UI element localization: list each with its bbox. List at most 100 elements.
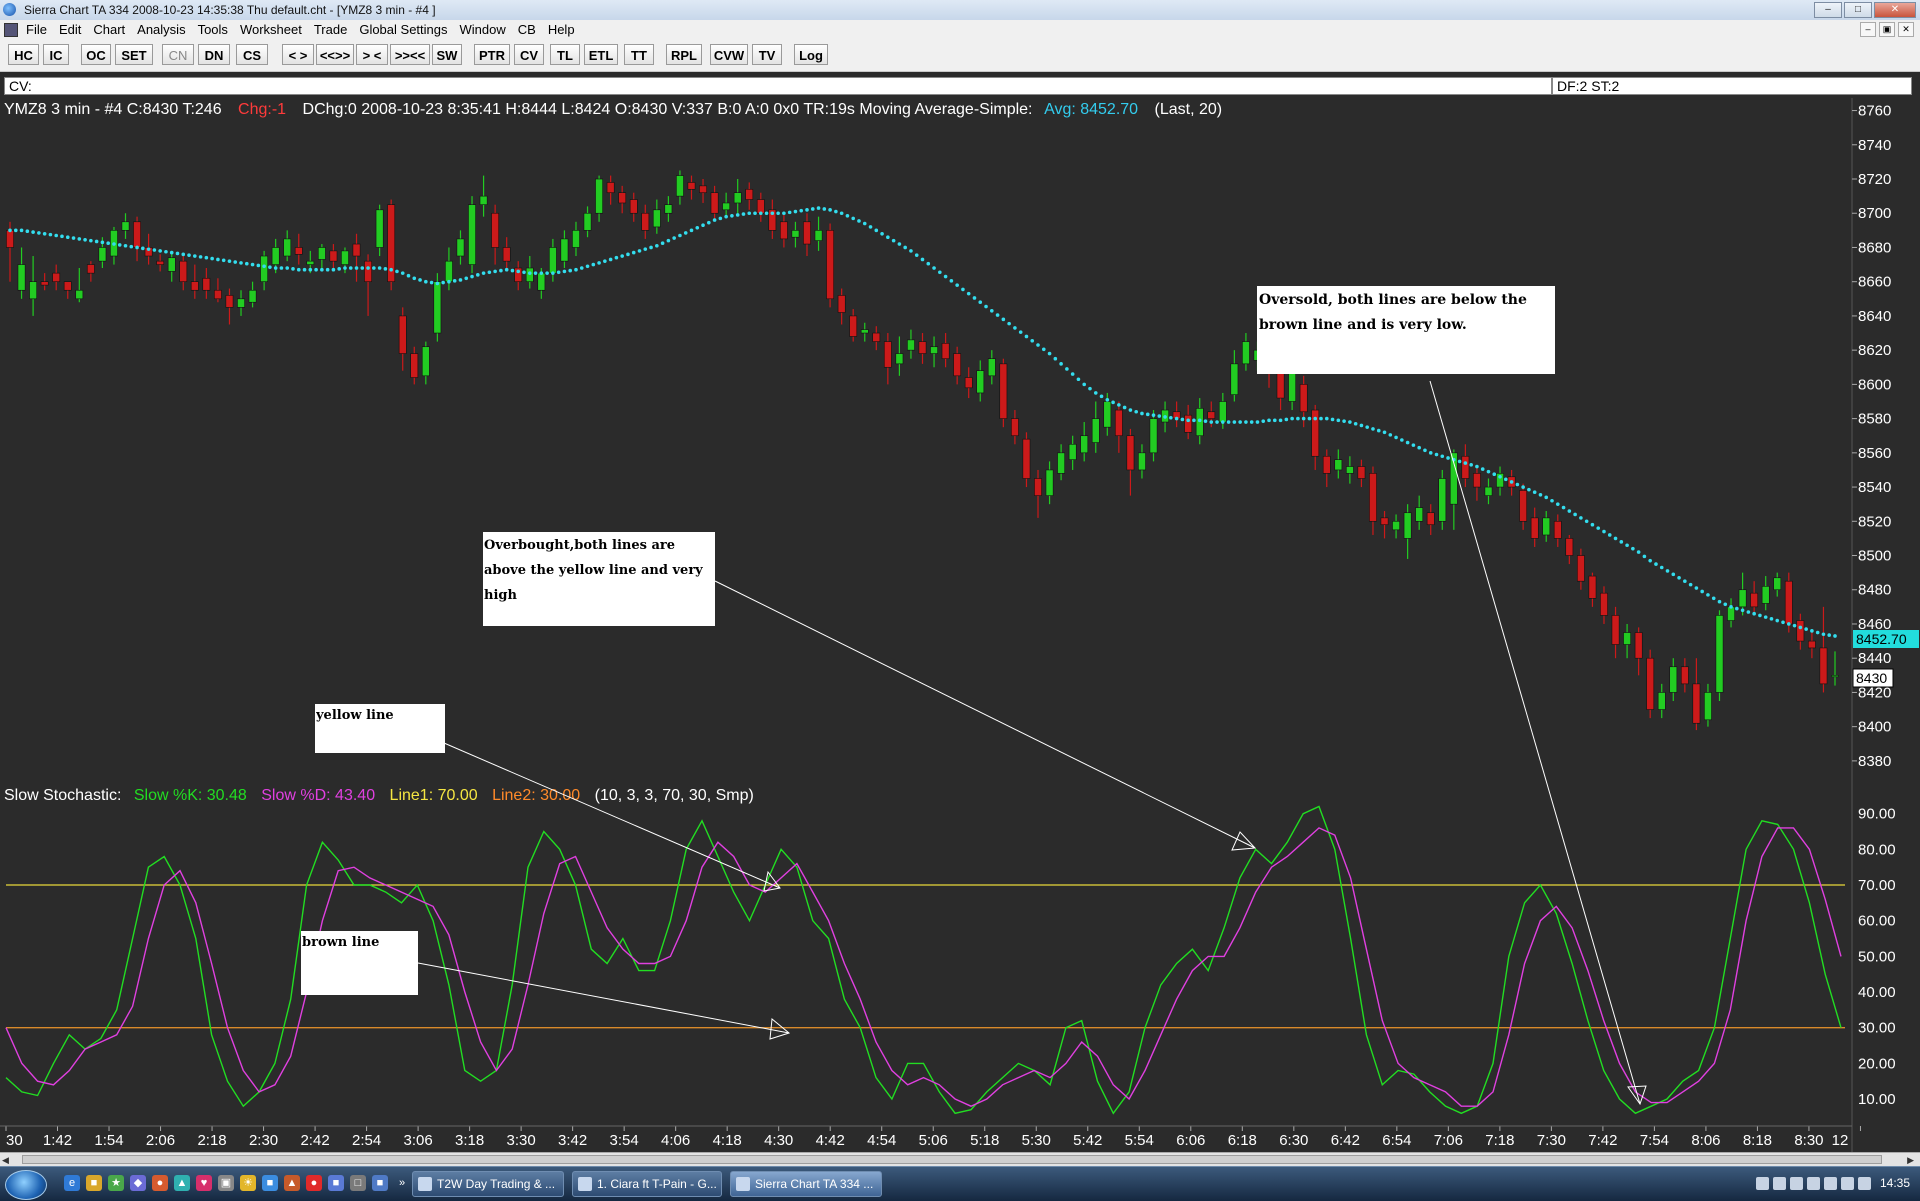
app-icon-15[interactable]: ■ [372, 1175, 388, 1191]
toolbar-button-7[interactable]: < > [282, 44, 314, 65]
toolbar-button-14[interactable]: TL [550, 44, 580, 65]
tray-icon-1[interactable] [1756, 1177, 1769, 1190]
ma-point [348, 266, 353, 270]
toolbar-button-12[interactable]: PTR [474, 44, 510, 65]
minimize-icon[interactable]: – [1814, 2, 1842, 18]
candle [63, 281, 72, 299]
app-icon-13[interactable]: ■ [328, 1175, 344, 1191]
toolbar-button-16[interactable]: TT [624, 44, 654, 65]
app-icon-7[interactable]: ♥ [196, 1175, 212, 1191]
ma-point [273, 266, 278, 270]
task-sierra-chart[interactable]: Sierra Chart TA 334 ... [730, 1171, 882, 1197]
app-icon-9[interactable]: ☀ [240, 1175, 256, 1191]
app-icon-10[interactable]: ■ [262, 1175, 278, 1191]
candle-body [664, 204, 673, 214]
tray-icon-6[interactable] [1841, 1177, 1854, 1190]
app-icon-3[interactable]: ★ [108, 1175, 124, 1191]
scroll-right-icon[interactable]: ▶ [1907, 1155, 1914, 1165]
chart-area[interactable]: 8760 8740 8720 8700 8680 8660 8640 8620 8600 8580… [0, 98, 1920, 1152]
tray-icon-4[interactable] [1807, 1177, 1820, 1190]
annotation-yellow-line[interactable]: yellow line [315, 704, 445, 753]
ie-icon[interactable]: e [64, 1175, 80, 1191]
cv-field[interactable]: CV: [4, 77, 1552, 95]
ma-point [1145, 412, 1150, 417]
toolbar-button-13[interactable]: CV [514, 44, 544, 65]
app-icon-11[interactable]: ▲ [284, 1175, 300, 1191]
ma-point [1613, 536, 1618, 541]
toolbar-button-17[interactable]: RPL [666, 44, 702, 65]
menu-global-settings[interactable]: Global Settings [359, 22, 448, 37]
menu-chart[interactable]: Chart [93, 22, 126, 37]
annotation-brown-line[interactable]: brown line [301, 931, 418, 995]
candle-body [1542, 517, 1551, 536]
toolbar-button-6[interactable]: CS [236, 44, 268, 65]
toolbar-button-19[interactable]: TV [752, 44, 782, 65]
toolbar-button-10[interactable]: >><< [390, 44, 430, 65]
folder-icon[interactable]: ■ [86, 1175, 102, 1191]
mdi-minimize-icon[interactable]: – [1860, 22, 1876, 37]
menu-worksheet[interactable]: Worksheet [239, 22, 302, 37]
menu-analysis[interactable]: Analysis [137, 22, 186, 37]
app-icon-14[interactable]: □ [350, 1175, 366, 1191]
more-icon[interactable]: » [398, 1177, 406, 1189]
app-icon-4[interactable]: ◆ [130, 1175, 146, 1191]
menu-cb[interactable]: CB [517, 22, 536, 37]
task-media[interactable]: 1. Ciara ft T-Pain - G... [572, 1171, 722, 1197]
horizontal-scrollbar[interactable]: ◀ ▶ [0, 1152, 1920, 1167]
document-icon[interactable] [4, 23, 18, 37]
task-t2w[interactable]: T2W Day Trading & ... [412, 1171, 564, 1197]
candle-body [329, 250, 338, 262]
menu-tools[interactable]: Tools [197, 22, 228, 37]
start-button[interactable] [5, 1170, 47, 1200]
close-icon[interactable]: ✕ [1874, 2, 1916, 18]
annotation-overbought[interactable]: Overbought,both lines are above the yell… [483, 532, 715, 626]
scroll-thumb[interactable] [22, 1155, 1882, 1164]
tray-icon-2[interactable] [1773, 1177, 1786, 1190]
ma-point [1192, 418, 1196, 423]
system-tray: 14:35 [1750, 1167, 1920, 1201]
toolbar-button-15[interactable]: ETL [584, 44, 618, 65]
tray-icon-7[interactable] [1858, 1177, 1871, 1190]
ma-point [1013, 326, 1017, 330]
menu-edit[interactable]: Edit [58, 22, 82, 37]
app-icon-6[interactable]: ▲ [174, 1175, 190, 1191]
chart-svg[interactable]: 8760 8740 8720 8700 8680 8660 8640 8620 8600 8580… [0, 98, 1920, 1152]
candle [722, 192, 731, 217]
toolbar-button-5[interactable]: DN [198, 44, 230, 65]
toolbar-button-9[interactable]: > < [356, 44, 388, 65]
candle-body [1218, 401, 1227, 423]
toolbar-button-8[interactable]: <<>> [316, 44, 354, 65]
toolbar-button-3[interactable]: SET [115, 44, 153, 65]
app-icon-5[interactable]: ● [152, 1175, 168, 1191]
toolbar-button-1[interactable]: IC [43, 44, 69, 65]
ma-point [112, 242, 116, 246]
tray-icon-3[interactable] [1790, 1177, 1803, 1190]
app-icon-12[interactable]: ● [306, 1175, 322, 1191]
mdi-close-icon[interactable]: ✕ [1898, 22, 1914, 37]
annotation-oversold[interactable]: Oversold, both lines are below the brown… [1257, 286, 1555, 374]
mdi-restore-icon[interactable]: ▣ [1879, 22, 1895, 37]
ma-point [89, 238, 93, 243]
toolbar-button-0[interactable]: HC [8, 44, 39, 65]
toolbar-button-4[interactable]: CN [162, 44, 194, 65]
toolbar-button-18[interactable]: CVW [710, 44, 748, 65]
tray-icon-5[interactable] [1824, 1177, 1837, 1190]
oversold-arrow-line [1429, 380, 1641, 1105]
yellow-arrow-line [443, 742, 781, 889]
app-icon-8[interactable]: ▣ [218, 1175, 234, 1191]
ma-point [1729, 605, 1733, 609]
menu-file[interactable]: File [26, 22, 47, 37]
toolbar-button-20[interactable]: Log [794, 44, 828, 65]
clock[interactable]: 14:35 [1879, 1176, 1910, 1190]
toolbar-button-11[interactable]: SW [432, 44, 462, 65]
toolbar-button-2[interactable]: OC [81, 44, 111, 65]
candle [664, 196, 673, 222]
candle [803, 213, 811, 257]
price-axis-label: 8640 [1858, 308, 1891, 325]
menu-help[interactable]: Help [547, 22, 575, 37]
menu-window[interactable]: Window [459, 22, 506, 37]
maximize-icon[interactable]: □ [1844, 2, 1872, 18]
menu-trade[interactable]: Trade [313, 22, 348, 37]
scroll-left-icon[interactable]: ◀ [2, 1155, 9, 1165]
ma-point [943, 274, 948, 279]
